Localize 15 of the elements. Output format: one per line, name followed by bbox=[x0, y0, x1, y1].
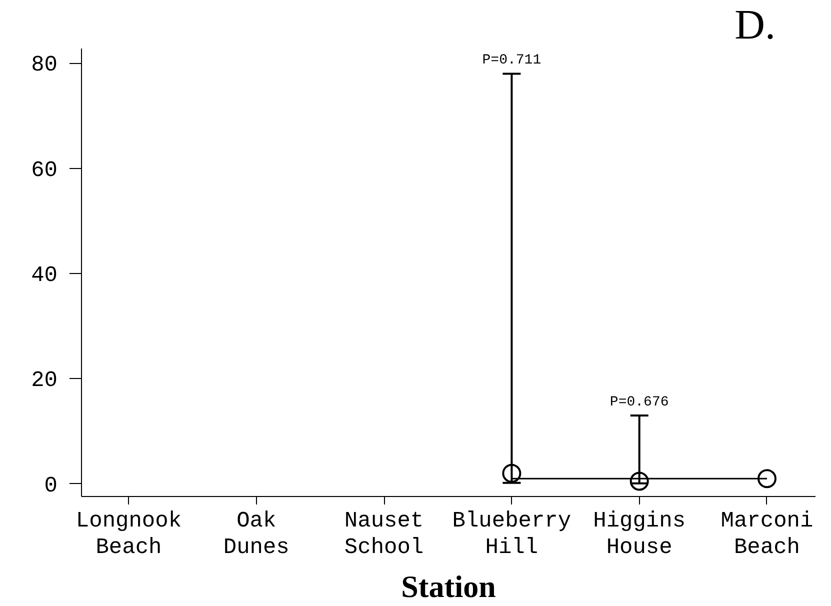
y-tick-label: 40 bbox=[31, 263, 58, 288]
y-tick-label: 0 bbox=[44, 473, 58, 498]
y-tick-label: 60 bbox=[31, 158, 58, 183]
x-axis-title: Station bbox=[401, 568, 496, 604]
x-tick-label: Nauset School bbox=[344, 508, 424, 560]
x-tick-label: Blueberry Hill bbox=[452, 508, 572, 560]
x-tick-label: Oak Dunes bbox=[223, 508, 290, 560]
x-tick-label: Higgins House bbox=[593, 508, 686, 560]
x-tick-label: Marconi Beach bbox=[720, 508, 814, 560]
chart-title: D. bbox=[734, 2, 776, 48]
annotation: P=0.676 bbox=[610, 394, 669, 411]
x-tick-label: Longnook Beach bbox=[76, 508, 182, 560]
y-tick-label: 80 bbox=[31, 52, 58, 78]
y-tick-label: 20 bbox=[31, 368, 58, 394]
annotation: P=0.711 bbox=[482, 52, 542, 69]
